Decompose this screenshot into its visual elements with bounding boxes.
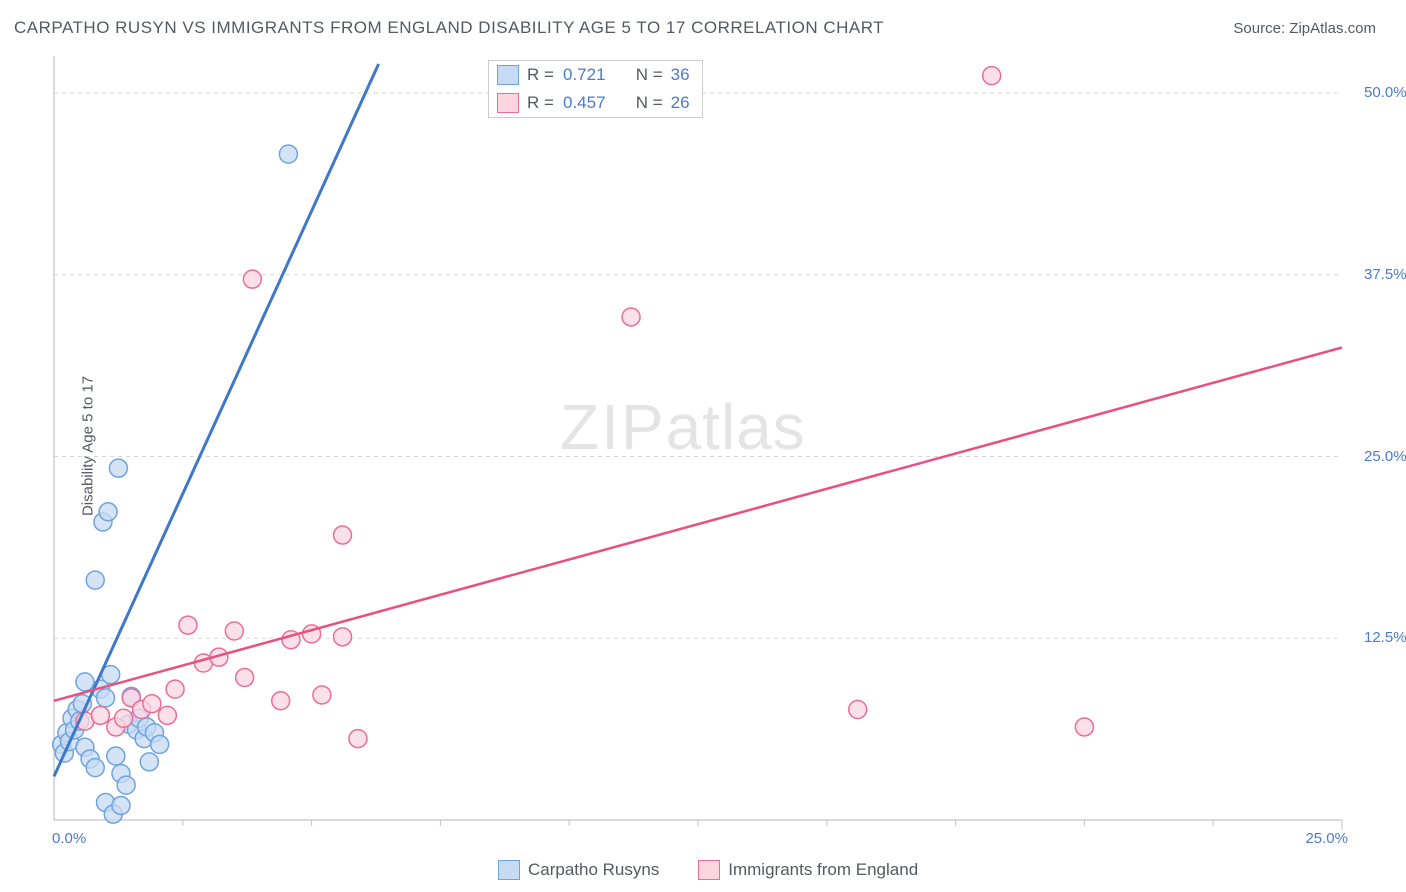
axis-tick-label: 50.0% <box>1364 84 1406 101</box>
legend-label: Carpatho Rusyns <box>528 860 659 880</box>
axis-tick-label: 12.5% <box>1364 629 1406 646</box>
source-link[interactable]: ZipAtlas.com <box>1289 20 1376 37</box>
n-label: N = <box>636 93 663 113</box>
legend-swatch <box>498 860 520 880</box>
stats-legend-row: R = 0.721 N = 36 <box>489 61 702 89</box>
legend-label: Immigrants from England <box>728 860 918 880</box>
r-label: R = <box>527 65 555 85</box>
legend-item: Immigrants from England <box>698 860 918 880</box>
legend-item: Carpatho Rusyns <box>498 860 659 880</box>
axis-tick-label: 37.5% <box>1364 266 1406 283</box>
n-value: 36 <box>671 65 690 85</box>
chart-title: CARPATHO RUSYN VS IMMIGRANTS FROM ENGLAN… <box>14 18 884 38</box>
n-value: 26 <box>671 93 690 113</box>
axis-tick-label: 0.0% <box>52 830 86 847</box>
stats-legend-row: R = 0.457 N = 26 <box>489 89 702 117</box>
r-value: 0.721 <box>563 65 606 85</box>
axis-tick-label: 25.0% <box>1364 448 1406 465</box>
legend-swatch <box>497 93 519 113</box>
plot-area <box>50 56 1368 851</box>
r-value: 0.457 <box>563 93 606 113</box>
legend-swatch <box>497 65 519 85</box>
series-legend: Carpatho Rusyns Immigrants from England <box>498 860 947 880</box>
legend-swatch <box>698 860 720 880</box>
r-label: R = <box>527 93 555 113</box>
axis-tick-label: 25.0% <box>1305 830 1348 847</box>
correlation-stats-legend: R = 0.721 N = 36R = 0.457 N = 26 <box>488 60 703 118</box>
scatter-plot-svg <box>50 56 1368 846</box>
n-label: N = <box>636 65 663 85</box>
source-attribution: Source: ZipAtlas.com <box>1233 20 1376 37</box>
source-prefix: Source: <box>1233 20 1289 37</box>
